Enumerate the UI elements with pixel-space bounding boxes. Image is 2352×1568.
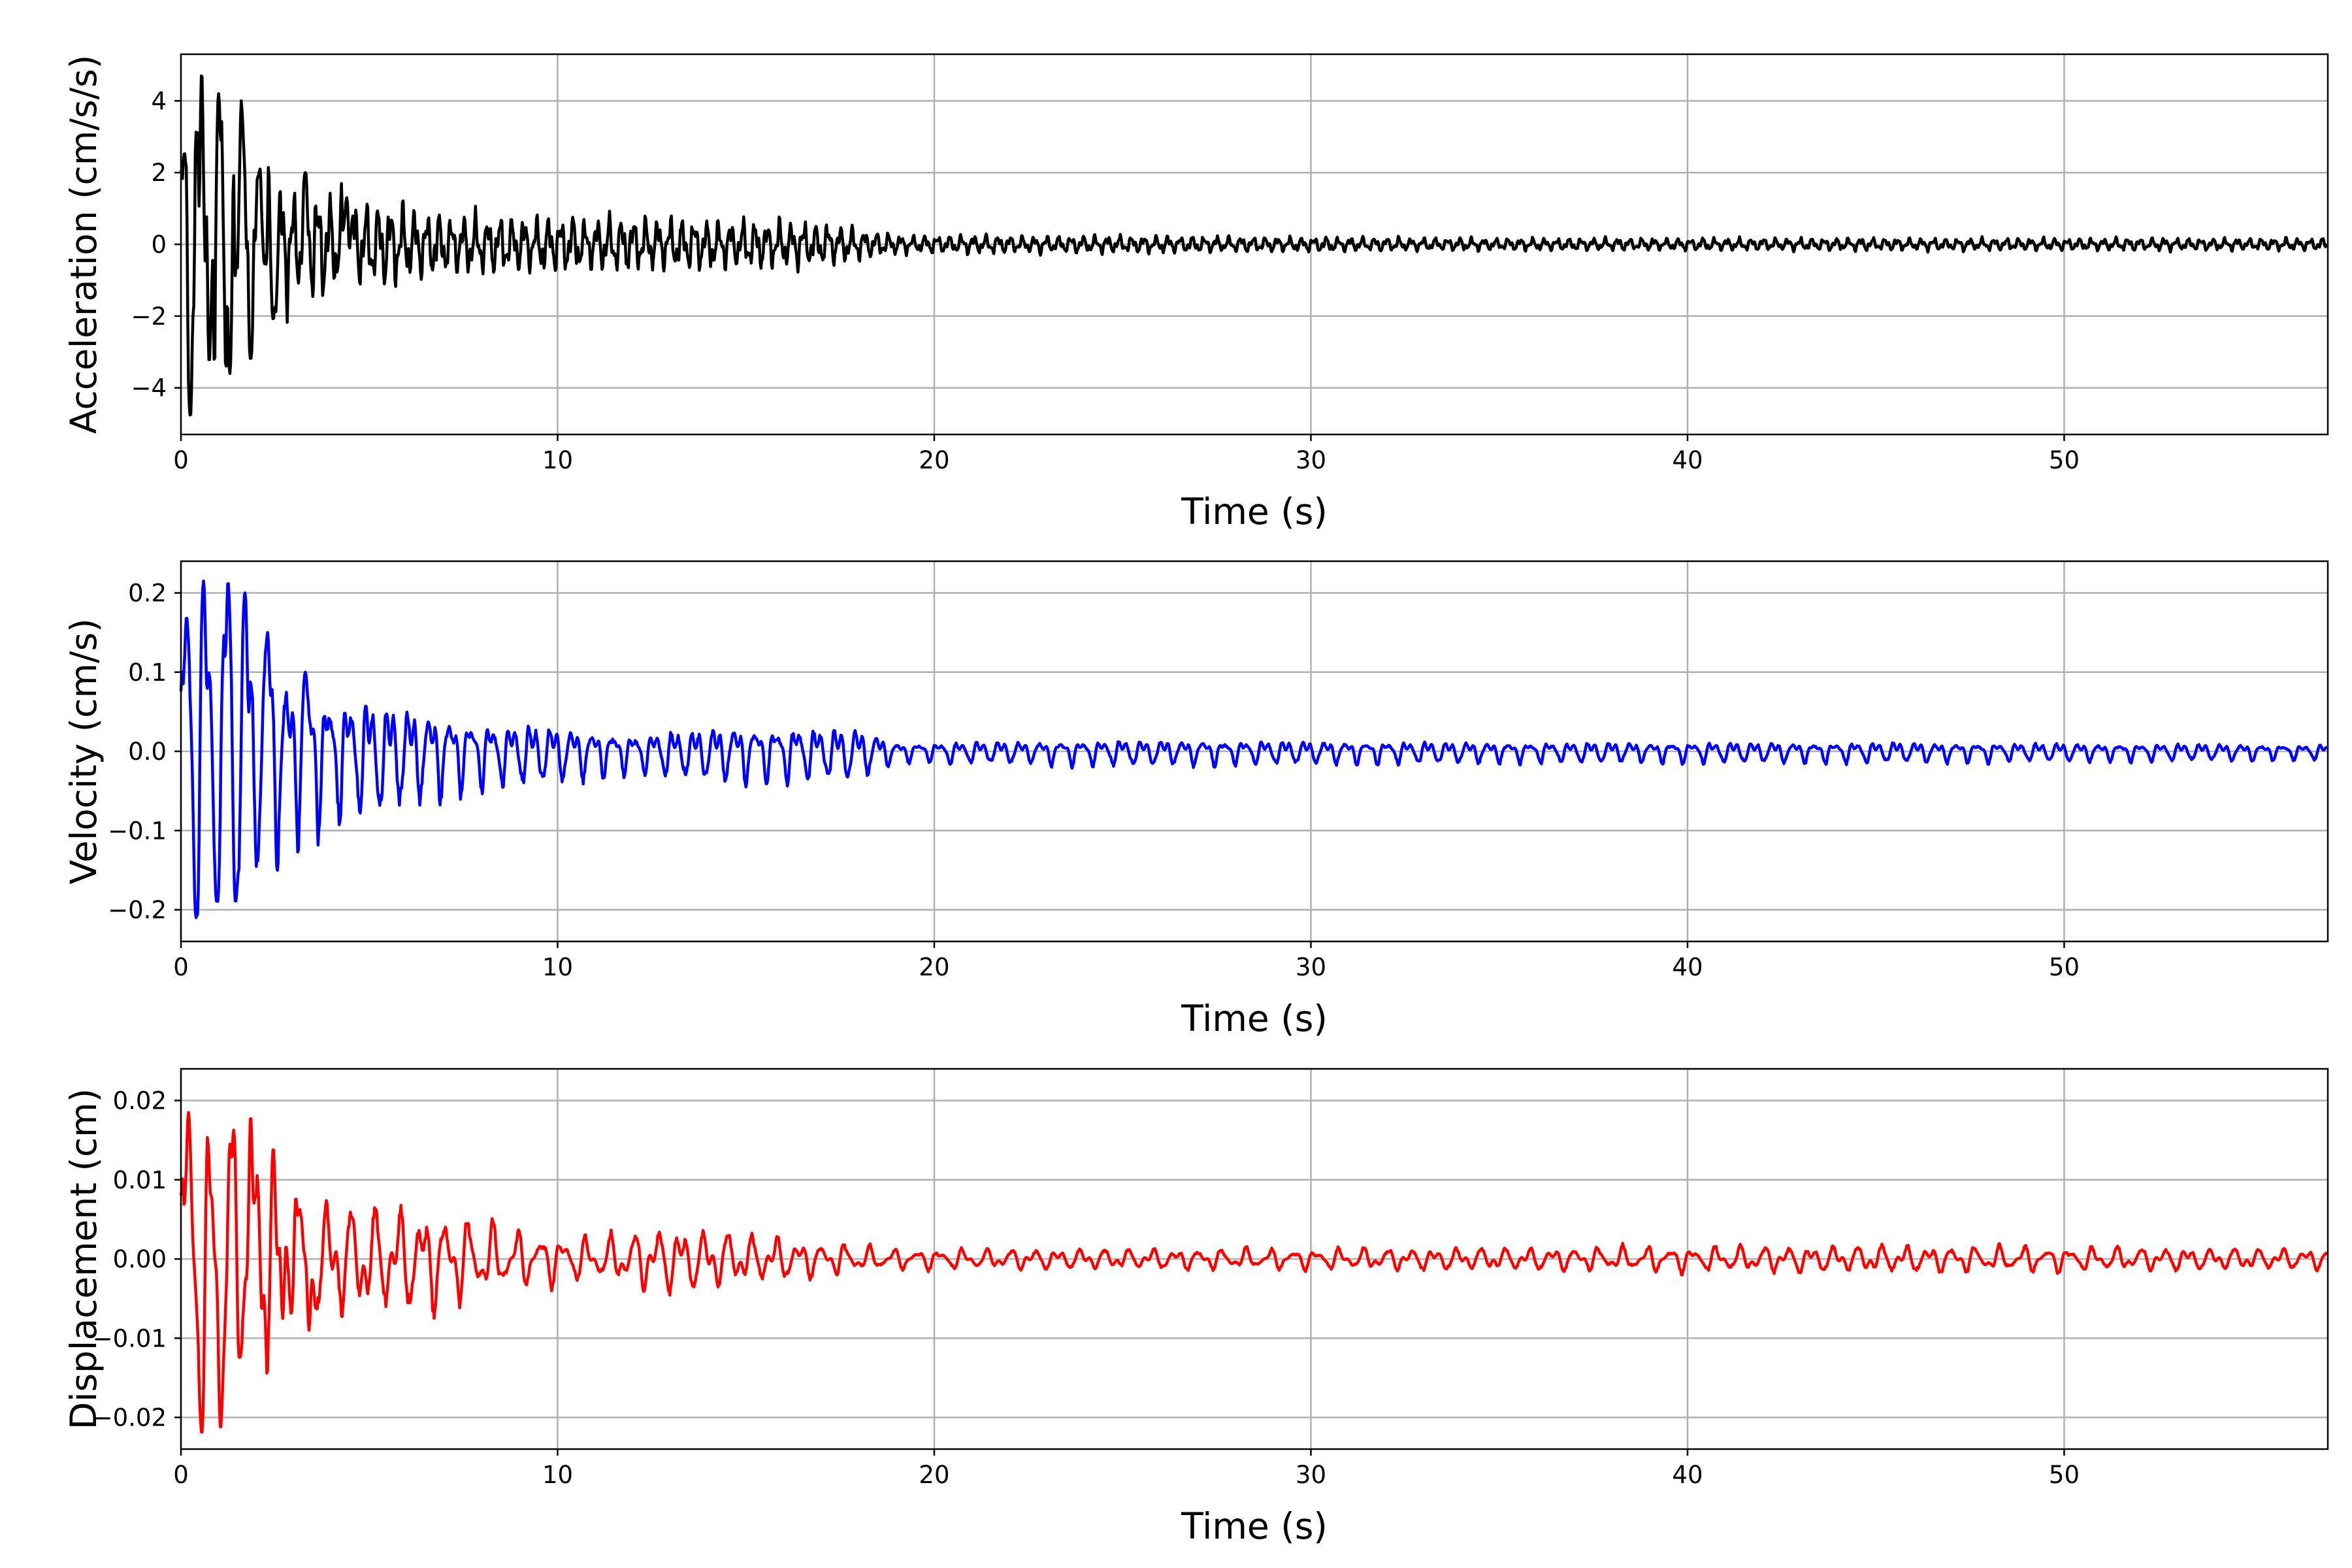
displacement-x-tick-label: 20 [919, 1461, 949, 1489]
displacement-x-axis-title: Time (s) [1181, 1505, 1328, 1547]
velocity-y-tick-label: 0.0 [128, 738, 167, 766]
velocity-y-tick-label: 0.2 [128, 580, 167, 608]
displacement-x-tick-label: 50 [2049, 1461, 2080, 1489]
velocity-x-tick-label: 30 [1296, 953, 1326, 981]
acceleration-series-line [179, 74, 2328, 417]
displacement-x-tick-label: 40 [1672, 1461, 1703, 1489]
displacement-series-line [179, 1111, 2328, 1434]
velocity-x-tick-label: 50 [2049, 953, 2080, 981]
acceleration-y-tick-label: 4 [151, 87, 167, 115]
acceleration-y-tick-label: 0 [151, 231, 167, 259]
acceleration-x-tick-label: 20 [919, 446, 949, 474]
acceleration-x-tick-label: 40 [1672, 446, 1703, 474]
acceleration-x-tick-label: 10 [542, 446, 573, 474]
displacement-y-tick-label: −0.01 [93, 1324, 167, 1352]
acceleration-x-axis-title: Time (s) [1181, 491, 1328, 532]
velocity-y-tick-label: 0.1 [128, 659, 167, 687]
displacement-x-tick-label: 0 [173, 1461, 189, 1489]
displacement-y-tick-label: −0.02 [93, 1404, 167, 1432]
acceleration-x-tick-label: 50 [2049, 446, 2080, 474]
acceleration-y-axis-title: Acceleration (cm/s/s) [63, 55, 105, 434]
acceleration-y-tick-label: −2 [131, 302, 167, 331]
velocity-x-tick-label: 0 [173, 953, 189, 981]
acceleration-panel: 0 10 20 30 40 50 −4 −2 0 2 4 Time (s) Acceleration… [63, 53, 2329, 532]
velocity-y-axis-title: Velocity (cm/s) [63, 618, 105, 884]
velocity-series-line [179, 580, 2328, 919]
velocity-x-tick-label: 40 [1672, 953, 1703, 981]
acceleration-x-tick-label: 0 [173, 446, 189, 474]
velocity-panel: 0 10 20 30 40 50 −0.2 −0.1 0.0 0.1 0.2 Time (s) Ve… [63, 560, 2329, 1039]
velocity-ticks: 0 10 20 30 40 50 −0.2 −0.1 0.0 0.1 0.2 [108, 580, 2080, 982]
acceleration-y-tick-label: 2 [151, 159, 167, 187]
displacement-y-tick-label: 0.02 [113, 1087, 167, 1115]
displacement-x-tick-label: 30 [1296, 1461, 1326, 1489]
velocity-x-axis-title: Time (s) [1181, 998, 1328, 1039]
acceleration-x-tick-label: 30 [1296, 446, 1326, 474]
displacement-ticks: 0 10 20 30 40 50 −0.02 −0.01 0.00 0.01 0.02 [93, 1087, 2080, 1490]
displacement-x-tick-label: 10 [542, 1461, 573, 1489]
velocity-y-tick-label: −0.2 [108, 896, 167, 924]
acceleration-ticks: 0 10 20 30 40 50 −4 −2 0 2 4 [131, 87, 2080, 474]
displacement-y-tick-label: 0.01 [113, 1166, 167, 1194]
velocity-x-tick-label: 10 [542, 953, 573, 981]
displacement-y-tick-label: 0.00 [113, 1245, 167, 1273]
acceleration-y-tick-label: −4 [131, 374, 167, 402]
velocity-y-tick-label: −0.1 [108, 817, 167, 845]
displacement-y-axis-title: Displacement (cm) [63, 1088, 105, 1429]
displacement-panel: 0 10 20 30 40 50 −0.02 −0.01 0.00 0.01 0.02 Time (… [63, 1068, 2329, 1547]
velocity-x-tick-label: 20 [919, 953, 949, 981]
